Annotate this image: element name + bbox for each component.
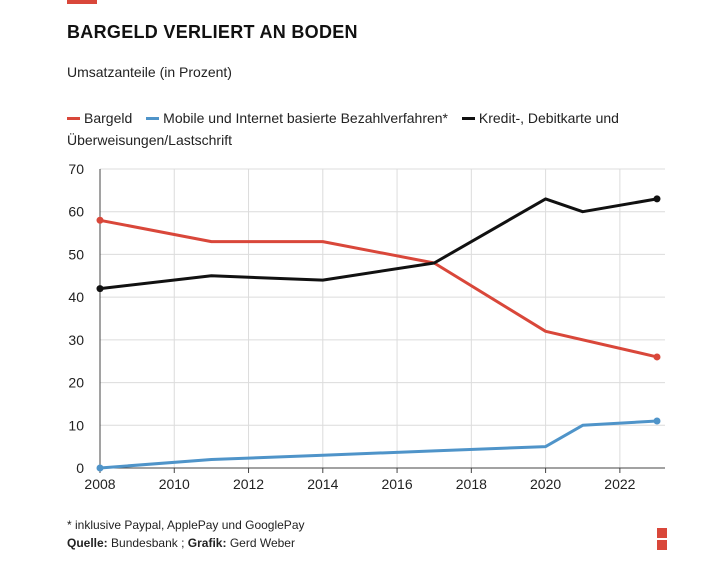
chart-subtitle: Umsatzanteile (in Prozent) <box>67 64 232 80</box>
x-tick-label-2016: 2016 <box>381 476 412 492</box>
legend-label-mobile: Mobile und Internet basierte Bezahlverfa… <box>163 110 448 126</box>
source-separator: ; <box>181 536 185 550</box>
x-tick-label-2010: 2010 <box>159 476 190 492</box>
x-tick-label-2018: 2018 <box>456 476 487 492</box>
graphic-label: Grafik: <box>187 536 227 550</box>
source-line: Quelle: Bundesbank ; Grafik: Gerd Weber <box>67 536 295 550</box>
y-tick-label-40: 40 <box>68 289 84 305</box>
x-tick-label-2022: 2022 <box>604 476 635 492</box>
series-0-point-2023 <box>653 353 661 361</box>
graphic-value: Gerd Weber <box>229 536 295 550</box>
series-1-point-2008 <box>96 464 104 472</box>
y-tick-label-70: 70 <box>68 161 84 177</box>
series-1-point-2023 <box>653 417 661 425</box>
x-tick-label-2012: 2012 <box>233 476 264 492</box>
series-2-point-2008 <box>96 285 104 293</box>
chart-title: BARGELD VERLIERT AN BODEN <box>67 22 358 42</box>
series-line-2 <box>98 197 659 291</box>
y-tick-label-60: 60 <box>68 204 84 220</box>
brand-logo <box>657 528 667 550</box>
top-accent-bar <box>67 0 97 4</box>
series-0-point-2008 <box>96 216 104 224</box>
source-value: Bundesbank <box>111 536 178 550</box>
x-tick-label-2020: 2020 <box>530 476 561 492</box>
series-2-point-2023 <box>653 195 661 203</box>
legend-label-karte: Kredit-, Debitkarte und Überweisungen/La… <box>67 110 619 148</box>
y-tick-label-20: 20 <box>68 375 84 391</box>
x-tick-label-2014: 2014 <box>307 476 338 492</box>
legend: Bargeld Mobile und Internet basierte Bez… <box>67 107 677 151</box>
legend-swatch-bargeld <box>67 116 80 120</box>
legend-swatch-karte <box>461 116 475 120</box>
series-line-1 <box>98 419 659 470</box>
footnote: * inklusive Paypal, ApplePay und GoogleP… <box>67 518 305 532</box>
y-tick-label-30: 30 <box>68 332 84 348</box>
legend-item-mobile: Mobile und Internet basierte Bezahlverfa… <box>146 110 448 126</box>
source-label: Quelle: <box>67 536 108 550</box>
series-line-0 <box>98 218 659 359</box>
y-tick-label-10: 10 <box>68 417 84 433</box>
legend-item-bargeld: Bargeld <box>67 110 132 126</box>
legend-label-bargeld: Bargeld <box>84 110 133 126</box>
y-tick-label-50: 50 <box>68 246 84 262</box>
y-tick-label-0: 0 <box>76 460 84 476</box>
legend-item-karte: Kredit-, Debitkarte und Überweisungen/La… <box>67 110 619 148</box>
x-tick-label-2008: 2008 <box>84 476 115 492</box>
legend-swatch-mobile <box>146 116 160 120</box>
